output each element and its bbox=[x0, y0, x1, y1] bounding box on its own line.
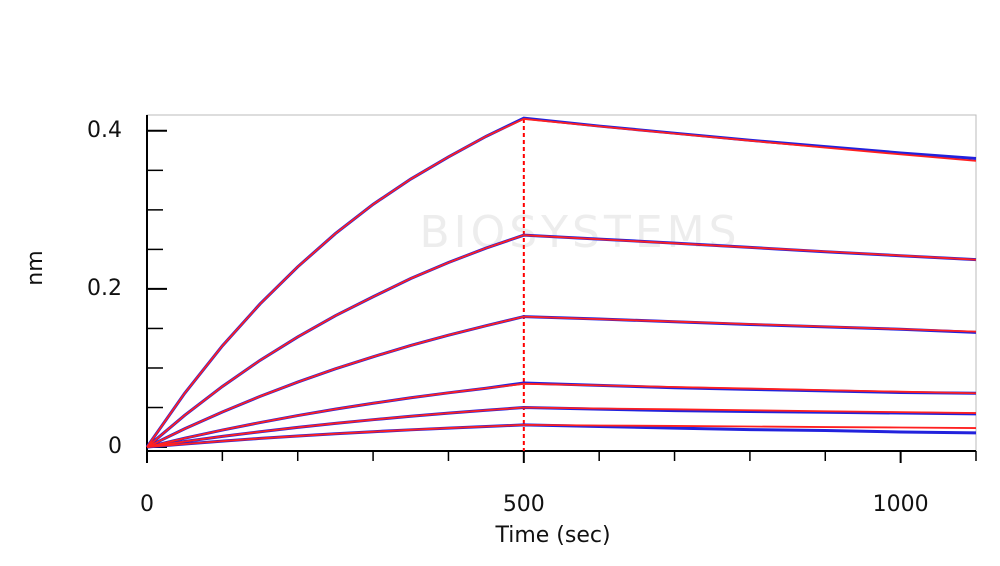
x-axis-label: Time (sec) bbox=[494, 523, 610, 548]
sensorgram-line bbox=[146, 424, 977, 448]
x-tick-label: 0 bbox=[140, 492, 154, 517]
watermark: BIOSYSTEMS bbox=[419, 207, 740, 258]
y-axis-label: nm bbox=[23, 250, 48, 285]
sensorgram-line bbox=[146, 233, 977, 449]
sensorgram-line bbox=[146, 406, 977, 448]
sensorgram-line bbox=[145, 116, 977, 448]
sensorgram-line bbox=[146, 382, 977, 448]
plot-frame bbox=[146, 114, 977, 452]
y-tick-label: 0.2 bbox=[87, 276, 122, 301]
x-tick-label: 1000 bbox=[873, 492, 929, 517]
y-tick-label: 0 bbox=[108, 434, 122, 459]
sensorgram-line bbox=[146, 423, 977, 449]
x-tick-label: 500 bbox=[503, 492, 545, 517]
sensorgram-line bbox=[146, 118, 977, 448]
y-tick-label: 0.4 bbox=[87, 118, 122, 143]
sensorgram-line bbox=[146, 315, 977, 448]
sensorgram-line bbox=[146, 234, 977, 448]
